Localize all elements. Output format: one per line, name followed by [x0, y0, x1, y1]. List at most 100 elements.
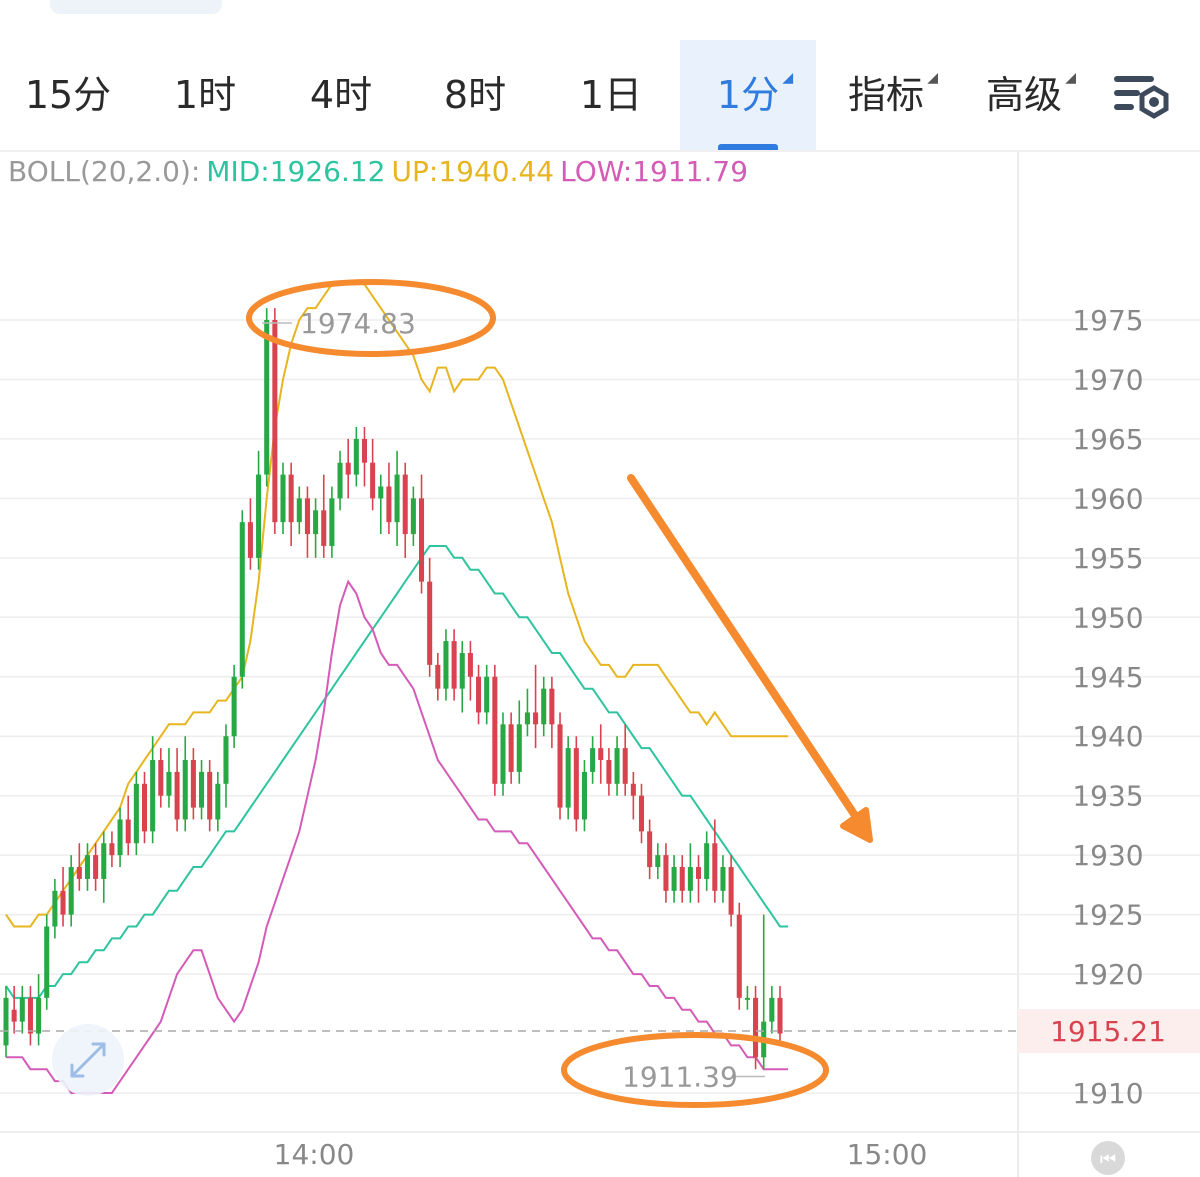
- candle-body: [459, 652, 465, 689]
- candle-body: [11, 1009, 17, 1022]
- candle-body: [264, 320, 270, 475]
- candle-body: [630, 783, 636, 796]
- candle-body: [321, 510, 327, 546]
- candle-body: [524, 712, 530, 725]
- candle-body: [598, 748, 604, 761]
- tab-8h[interactable]: 8时: [443, 73, 507, 117]
- candle-body: [52, 890, 58, 927]
- boll-up-value: UP:1940.44: [391, 155, 555, 188]
- candle-body: [728, 867, 734, 915]
- candle-body: [182, 760, 188, 820]
- candle-body: [736, 914, 742, 998]
- candles: [3, 308, 783, 1070]
- candle-body: [443, 641, 449, 689]
- candle-body: [296, 498, 302, 523]
- price-tick-label: 1950: [1072, 601, 1143, 634]
- candle-body: [679, 867, 685, 891]
- price-tick-label: 1930: [1072, 839, 1143, 872]
- low-price-label: 1911.39: [622, 1060, 738, 1093]
- candle-body: [109, 843, 115, 856]
- candle-body: [141, 783, 148, 832]
- candle-body: [581, 771, 587, 820]
- trend-arrow-shaft: [627, 474, 862, 824]
- candle-body: [256, 474, 262, 558]
- candle-body: [190, 760, 196, 808]
- candle-body: [696, 867, 702, 879]
- price-tick-label: 1945: [1072, 661, 1143, 694]
- tab-advanced[interactable]: 高级 ◢: [985, 70, 1076, 117]
- candle-body: [117, 819, 123, 856]
- candle-body: [280, 474, 286, 523]
- candle-body: [313, 510, 319, 535]
- high-circle-annotation: [246, 279, 496, 357]
- dropdown-triangle-icon: ◢: [927, 70, 938, 86]
- candle-body: [150, 760, 156, 832]
- candle-body: [451, 641, 457, 689]
- candle-body: [402, 474, 408, 535]
- last-price-label: 1915.21: [1050, 1015, 1166, 1048]
- candle-body: [174, 771, 180, 820]
- candle-body: [361, 438, 368, 463]
- tab-1d[interactable]: 1日: [579, 73, 643, 117]
- time-axis: 14:00 15:00 ⏮: [274, 1138, 1125, 1175]
- candle-body: [215, 783, 221, 820]
- high-price-label: 1974.83: [300, 307, 416, 340]
- price-tick-label: 1920: [1072, 958, 1143, 991]
- candle-body: [84, 855, 90, 879]
- candle-body: [541, 688, 547, 725]
- candle-body: [655, 855, 661, 868]
- chart-settings-icon[interactable]: [1112, 70, 1174, 124]
- candle-body: [93, 855, 99, 879]
- low-circle-annotation: [561, 1032, 829, 1108]
- candle-body: [345, 462, 351, 475]
- boll-low-value: LOW:1911.79: [560, 155, 749, 188]
- candle-body: [476, 676, 482, 713]
- dropdown-triangle-icon: ◢: [1065, 70, 1076, 86]
- candle-body: [231, 676, 237, 737]
- price-tick-label: 1910: [1072, 1077, 1143, 1110]
- candle-body: [304, 498, 310, 535]
- candle-body: [199, 771, 205, 808]
- tab-1h[interactable]: 1时: [173, 73, 237, 117]
- candle-body: [223, 736, 229, 784]
- candlestick-chart[interactable]: 1975 1970 1965 1960 1955 1950 1945 1940 1935 1930…: [0, 152, 1200, 1177]
- price-tick-label: 1935: [1072, 780, 1143, 813]
- candle-body: [166, 771, 172, 796]
- candle-body: [410, 498, 416, 535]
- candle-body: [590, 748, 596, 772]
- candle-body: [68, 867, 74, 915]
- top-bar-stub: [50, 0, 222, 14]
- trend-arrow-head: [840, 807, 873, 843]
- collapse-glyph: ⏮: [1100, 1149, 1116, 1170]
- tabbar-divider: [0, 150, 1200, 152]
- band-up-line: [5, 283, 789, 928]
- boll-indicator-legend: BOLL(20,2.0): MID:1926.12 UP:1940.44 LOW:19…: [8, 152, 754, 192]
- candle-body: [549, 688, 555, 725]
- time-tick-label: 14:00: [274, 1138, 355, 1171]
- candle-body: [370, 462, 376, 499]
- tab-indicators[interactable]: 指标 ◢: [847, 70, 938, 117]
- band-low-line: [6, 579, 789, 1094]
- candle-body: [769, 997, 775, 1022]
- tab-1min[interactable]: 1分 ◢: [680, 40, 816, 150]
- candle-body: [435, 664, 441, 689]
- price-tick-label: 1965: [1072, 423, 1143, 456]
- candle-body: [687, 867, 693, 891]
- candle-body: [207, 771, 213, 820]
- candle-body: [288, 474, 294, 523]
- candle-body: [418, 498, 425, 582]
- candle-body: [272, 320, 278, 523]
- time-tick-label: 15:00: [847, 1138, 928, 1171]
- price-tick-label: 1940: [1072, 720, 1143, 753]
- price-tick-label: 1925: [1072, 899, 1143, 932]
- boll-name: BOLL(20,2.0):: [8, 155, 201, 188]
- tab-4h[interactable]: 4时: [309, 73, 373, 117]
- candle-body: [27, 997, 33, 1034]
- price-tick-label: 1975: [1072, 304, 1143, 337]
- candle-body: [19, 997, 25, 1022]
- candle-body: [247, 522, 253, 558]
- last-price-badge: [1018, 1009, 1200, 1054]
- timeframe-tabbar: 15分 1时 4时 8时 1日 1分 ◢ 指标 ◢ 高级 ◢: [0, 40, 1200, 150]
- tab-15min[interactable]: 15分: [24, 73, 112, 117]
- candle-body: [427, 581, 433, 665]
